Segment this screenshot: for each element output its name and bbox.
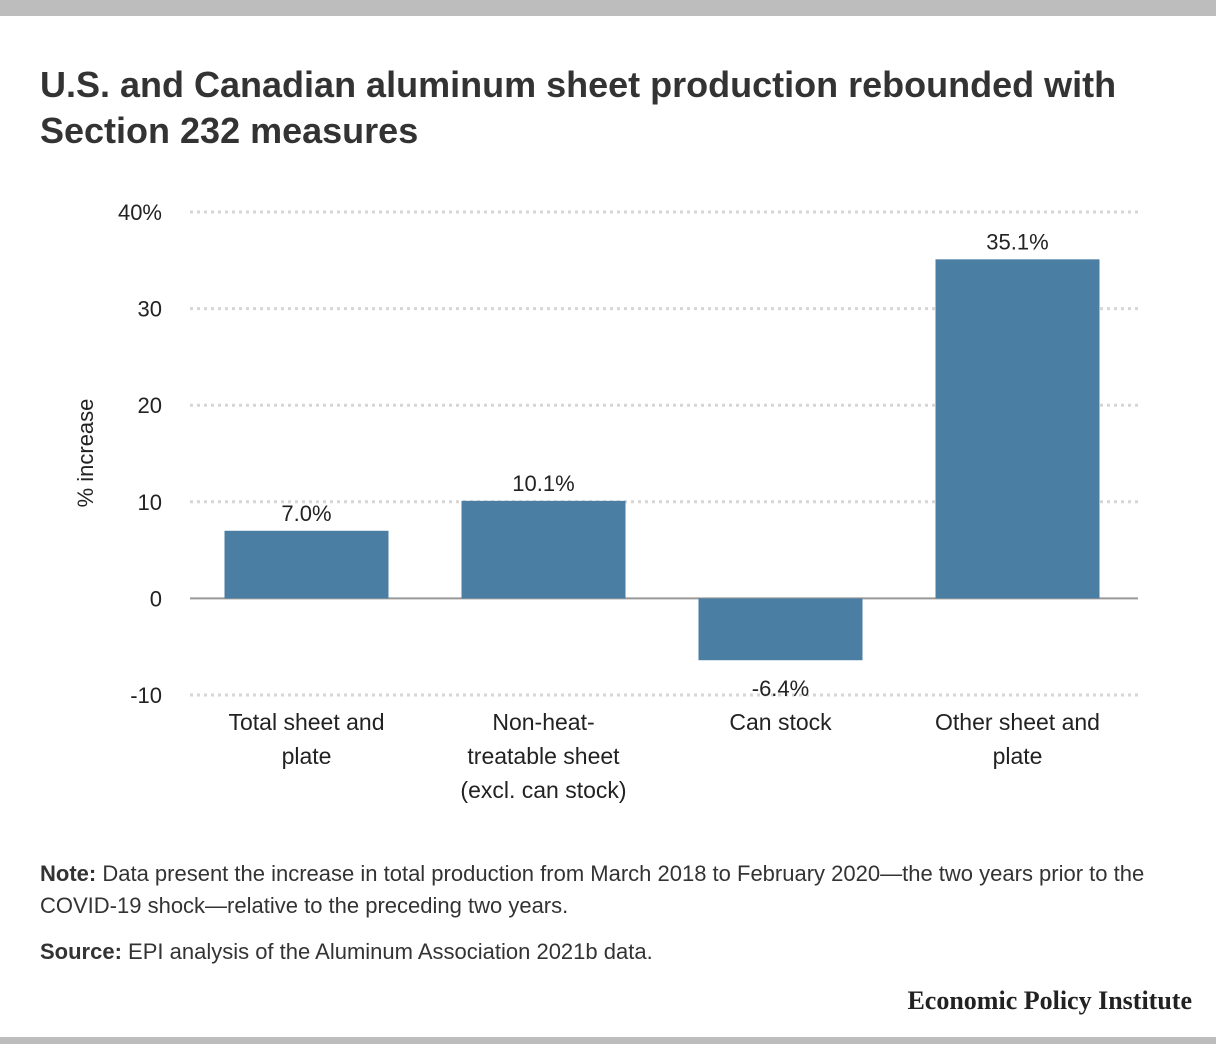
chart-source: Source: EPI analysis of the Aluminum Ass… [40, 936, 1190, 968]
y-tick-label: 0 [150, 586, 162, 611]
category-label: Total sheet and [228, 709, 384, 735]
bar [461, 500, 626, 599]
data-label: -6.4% [752, 676, 809, 701]
source-text: EPI analysis of the Aluminum Association… [121, 939, 653, 964]
data-label: 10.1% [512, 471, 574, 496]
bar-chart: 7.0% 10.1% -6.4% 35.1% -10 0 10 20 30 40% Total … [73, 200, 1138, 803]
note-text: Data present the increase in total produ… [40, 861, 1145, 918]
category-label: plate [993, 743, 1043, 769]
y-tick-label: 30 [138, 297, 162, 322]
category-label: treatable sheet [467, 743, 620, 769]
epi-logo-wordmark: Economic Policy Institute [907, 986, 1192, 1015]
bars [224, 259, 1100, 661]
bar [698, 598, 863, 661]
y-axis-label: % increase [73, 399, 98, 508]
category-label: Can stock [729, 709, 832, 735]
bottom-border-bar [0, 1037, 1216, 1044]
category-label: Other sheet and [935, 709, 1100, 735]
category-label: Non-heat- [492, 709, 594, 735]
data-label: 35.1% [986, 229, 1048, 254]
value-labels: 7.0% 10.1% -6.4% 35.1% [281, 229, 1048, 701]
y-tick-labels: -10 0 10 20 30 40% [118, 200, 162, 708]
category-label: (excl. can stock) [460, 777, 626, 803]
y-tick-label: 10 [138, 490, 162, 515]
y-tick-label: 40% [118, 200, 162, 225]
y-tick-label: 20 [138, 393, 162, 418]
bar [224, 530, 389, 599]
data-label: 7.0% [281, 501, 331, 526]
top-border-bar [0, 0, 1216, 16]
category-label: plate [282, 743, 332, 769]
bar [935, 259, 1100, 599]
y-tick-label: -10 [130, 683, 162, 708]
source-label: Source: [40, 939, 122, 964]
category-labels: Total sheet and plate Non-heat-treatable s… [228, 709, 1099, 803]
chart-title: U.S. and Canadian aluminum sheet product… [40, 64, 1117, 151]
note-label: Note: [40, 861, 97, 886]
chart-note: Note: Data present the increase in total… [40, 858, 1190, 922]
